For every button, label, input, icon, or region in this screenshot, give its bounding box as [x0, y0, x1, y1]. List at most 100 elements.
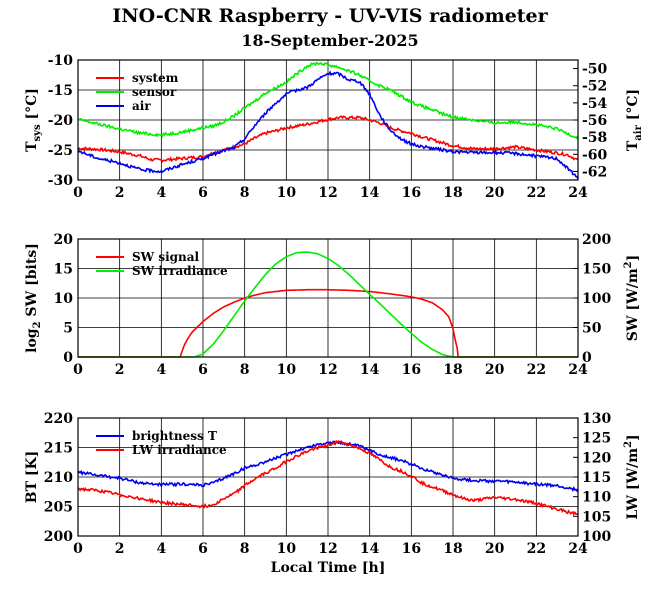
x-tick-label: 2 [115, 541, 125, 557]
legend-label: system [132, 71, 179, 85]
y-tick-label: 210 [44, 470, 73, 486]
plot-frame [77, 238, 579, 358]
y-tick-label: 0 [63, 350, 73, 366]
figure-date: 18-September-2025 [241, 31, 418, 50]
y2-tick-label: -50 [582, 62, 608, 78]
x-tick-label: 4 [156, 541, 166, 557]
y-tick-label: 200 [44, 529, 73, 545]
x-tick-label: 20 [485, 541, 505, 557]
y2-tick-label: -56 [582, 113, 607, 129]
y-axis-label: log2 SW [bits] [24, 243, 43, 353]
x-tick-label: 14 [360, 185, 380, 201]
legend-label: LW irradiance [132, 443, 227, 457]
x-tick-label: 4 [156, 362, 166, 378]
figure-title: INO-CNR Raspberry - UV-VIS radiometer [112, 5, 548, 27]
y-tick-label: 220 [44, 411, 73, 427]
temperature-panel: 0 2 4 6 8 10 12 14 16 18 20 22 24-10-15-20-25-30-50-… [24, 53, 644, 201]
x-tick-label: 24 [568, 185, 588, 201]
plot-frame [77, 417, 579, 537]
y2-tick-label: -62 [582, 164, 607, 180]
x-tick-label: 8 [240, 185, 250, 201]
y-tick-label: -20 [48, 113, 74, 129]
y-tick-label: 5 [63, 321, 73, 337]
legend-label: brightness T [132, 429, 217, 443]
y2-tick-label: 50 [582, 321, 602, 337]
x-tick-label: 18 [443, 185, 462, 201]
x-tick-label: 6 [198, 185, 208, 201]
x-tick-label: 20 [485, 185, 505, 201]
y-tick-label: -10 [48, 53, 74, 69]
x-tick-label: 4 [156, 185, 166, 201]
y-tick-label: 205 [44, 500, 73, 516]
y2-axis-label: Tair [°C] [625, 89, 644, 151]
y2-tick-label: 105 [582, 509, 611, 525]
y2-tick-label: 100 [582, 529, 611, 545]
y2-tick-label: 110 [582, 490, 611, 506]
x-tick-label: 0 [73, 541, 83, 557]
x-tick-label: 2 [115, 362, 125, 378]
x-axis-label: Local Time [h] [271, 560, 386, 576]
x-tick-label: 22 [527, 362, 546, 378]
x-tick-label: 24 [568, 362, 588, 378]
series-line-lw-irradiance [77, 439, 579, 517]
x-tick-label: 22 [527, 541, 546, 557]
x-tick-label: 12 [318, 541, 337, 557]
y2-tick-label: 0 [582, 350, 592, 366]
x-tick-label: 16 [402, 541, 421, 557]
y2-tick-label: -54 [582, 96, 608, 112]
series-line-brightness-t [77, 440, 579, 493]
x-tick-label: 14 [360, 362, 380, 378]
series-line-sensor [77, 61, 579, 140]
x-tick-label: 6 [198, 362, 208, 378]
y-tick-label: 20 [54, 232, 74, 248]
longwave-panel: 0 2 4 6 8 10 12 14 16 18 20 22 242002052102152201001… [24, 411, 641, 557]
series-line-air [77, 70, 579, 180]
y-tick-label: 215 [44, 441, 73, 457]
y-tick-label: 15 [54, 262, 73, 278]
y2-axis-label: SW [W/m2] [623, 255, 641, 342]
legend-label: sensor [132, 85, 177, 99]
x-tick-label: 24 [568, 541, 588, 557]
x-tick-label: 12 [318, 362, 337, 378]
y-tick-label: -25 [48, 143, 73, 159]
y2-tick-label: 130 [582, 411, 611, 427]
x-tick-label: 18 [443, 541, 462, 557]
series-line-system [77, 115, 579, 163]
legend-label: SW irradiance [132, 264, 228, 278]
x-tick-label: 8 [240, 541, 250, 557]
y2-tick-label: -52 [582, 79, 607, 95]
x-tick-label: 10 [277, 185, 297, 201]
x-tick-label: 0 [73, 362, 83, 378]
x-tick-label: 20 [485, 362, 505, 378]
x-tick-label: 18 [443, 362, 462, 378]
y2-tick-label: 200 [582, 232, 611, 248]
x-tick-label: 10 [277, 362, 297, 378]
y2-tick-label: 115 [582, 470, 611, 486]
x-tick-label: 16 [402, 362, 421, 378]
y2-tick-label: 125 [582, 431, 611, 447]
y2-tick-label: 100 [582, 291, 611, 307]
y-tick-label: -15 [48, 83, 73, 99]
x-tick-label: 2 [115, 185, 125, 201]
x-tick-label: 14 [360, 541, 380, 557]
y-tick-label: -30 [48, 173, 74, 189]
plot-frame [77, 59, 579, 181]
y2-tick-label: -60 [582, 147, 608, 163]
y2-tick-label: 120 [582, 450, 611, 466]
y-tick-label: 10 [54, 291, 74, 307]
y2-axis-label: LW [W/m2] [623, 434, 641, 519]
x-tick-label: 0 [73, 185, 83, 201]
shortwave-panel: 0 2 4 6 8 10 12 14 16 18 20 22 240510152005010015020… [24, 232, 641, 378]
x-tick-label: 22 [527, 185, 546, 201]
y2-tick-label: 150 [582, 262, 611, 278]
y-axis-label: BT [K] [24, 451, 40, 504]
y-axis-label: Tsys [°C] [24, 88, 43, 152]
legend-label: air [132, 99, 151, 113]
y2-tick-label: -58 [582, 130, 607, 146]
legend-label: SW signal [132, 250, 200, 264]
x-tick-label: 8 [240, 362, 250, 378]
x-tick-label: 16 [402, 185, 421, 201]
x-tick-label: 12 [318, 185, 337, 201]
x-tick-label: 10 [277, 541, 297, 557]
